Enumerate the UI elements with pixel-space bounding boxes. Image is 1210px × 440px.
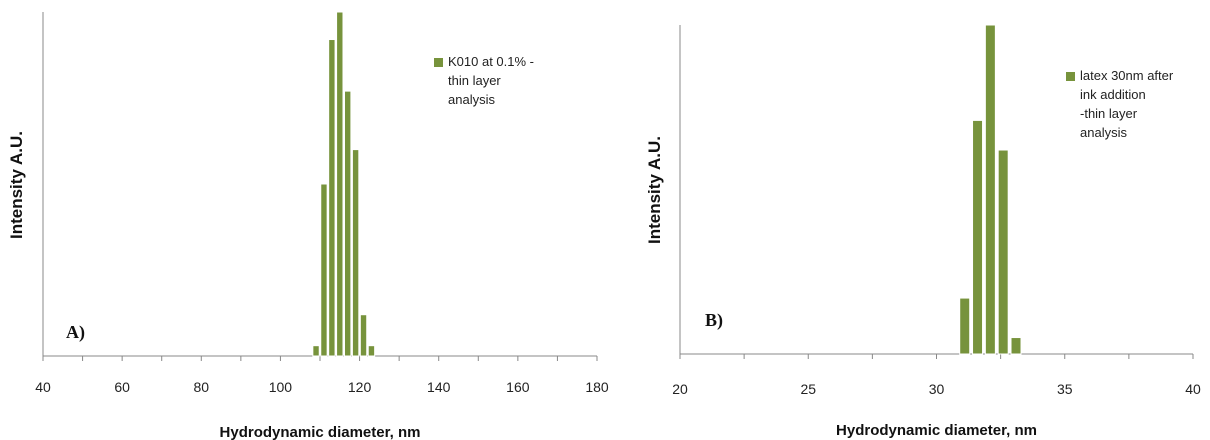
panel-label: A) [66,322,85,343]
x-tick-label: 60 [114,379,130,395]
bar [984,24,996,355]
x-tick-label: 25 [800,381,816,397]
bar [359,314,368,357]
bar [312,345,320,357]
chart-panel-b: 20 25 30 35 40 latex 30nm after ink addition -t… [645,24,1201,439]
panel-label: B) [705,310,723,331]
x-tick-label: 40 [35,379,51,395]
bar [351,149,360,357]
bar [344,90,352,357]
bar [328,39,336,357]
x-axis-title: Hydrodynamic diameter, nm [220,424,421,440]
x-axis-title: Hydrodynamic diameter, nm [836,422,1037,439]
bar [320,183,328,357]
y-axis-title: Intensity A.U. [645,136,664,244]
x-tick-label: 80 [193,379,209,395]
bar [959,297,971,355]
x-tick-label: 35 [1057,381,1073,397]
x-tick-label: 40 [1185,381,1201,397]
legend-label: latex 30nm after ink addition -thin layer a… [1080,68,1174,140]
x-tick-label: 100 [269,379,293,395]
x-tick-label: 20 [672,381,688,397]
x-tick-label: 30 [929,381,945,397]
legend-swatch [434,58,443,67]
legend-label: K010 at 0.1% -thin layer analysis [448,54,534,107]
bar [367,345,376,357]
bar [972,119,984,355]
bar [997,149,1009,355]
legend-swatch [1066,72,1075,81]
bar [1010,337,1022,355]
x-tick-label: 140 [427,379,451,395]
bar [336,11,344,357]
x-tick-label: 120 [348,379,372,395]
x-tick-label: 160 [506,379,530,395]
x-tick-label: 180 [585,379,609,395]
chart-panel-a: 40 60 80 100 120 140 160 180 K010 at 0.1% -thin … [7,11,609,440]
y-axis-title: Intensity A.U. [7,131,26,239]
